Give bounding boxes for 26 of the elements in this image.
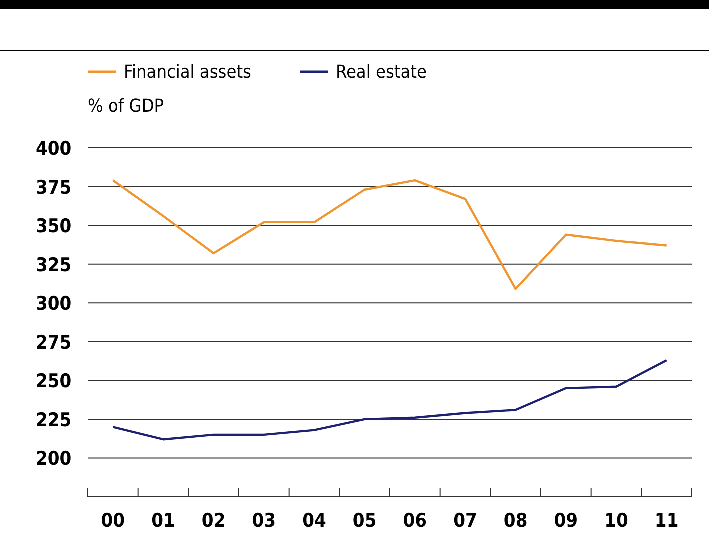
legend-label: Real estate	[336, 62, 427, 83]
x-tick-label: 08	[504, 510, 528, 532]
x-tick-label: 07	[454, 510, 478, 532]
line-series	[112, 179, 668, 290]
x-tick-label: 11	[654, 510, 679, 532]
x-tick-label: 01	[152, 510, 176, 532]
y-tick-label: 300	[36, 293, 72, 316]
y-tick-label: 325	[36, 254, 72, 276]
y-axis-title: % of GDP	[88, 96, 164, 117]
line-series	[112, 359, 668, 441]
y-tick-label: 350	[36, 216, 72, 238]
x-tick-label: 03	[252, 510, 276, 532]
y-tick-label: 400	[36, 138, 72, 160]
y-tick-label: 200	[36, 448, 72, 470]
x-tick-label: 02	[202, 510, 226, 532]
y-tick-label: 250	[36, 370, 72, 393]
x-tick-label: 10	[604, 510, 628, 532]
x-tick-label: 09	[554, 510, 578, 532]
y-tick-label: 275	[36, 332, 72, 354]
legend-label: Financial assets	[124, 62, 252, 83]
y-tick-label: 375	[36, 176, 72, 199]
x-tick-label: 05	[352, 510, 377, 532]
x-tick-label: 04	[302, 510, 326, 532]
x-tick-label: 06	[403, 510, 428, 532]
x-tick-label: 00	[101, 510, 126, 532]
y-tick-label: 225	[36, 409, 72, 432]
